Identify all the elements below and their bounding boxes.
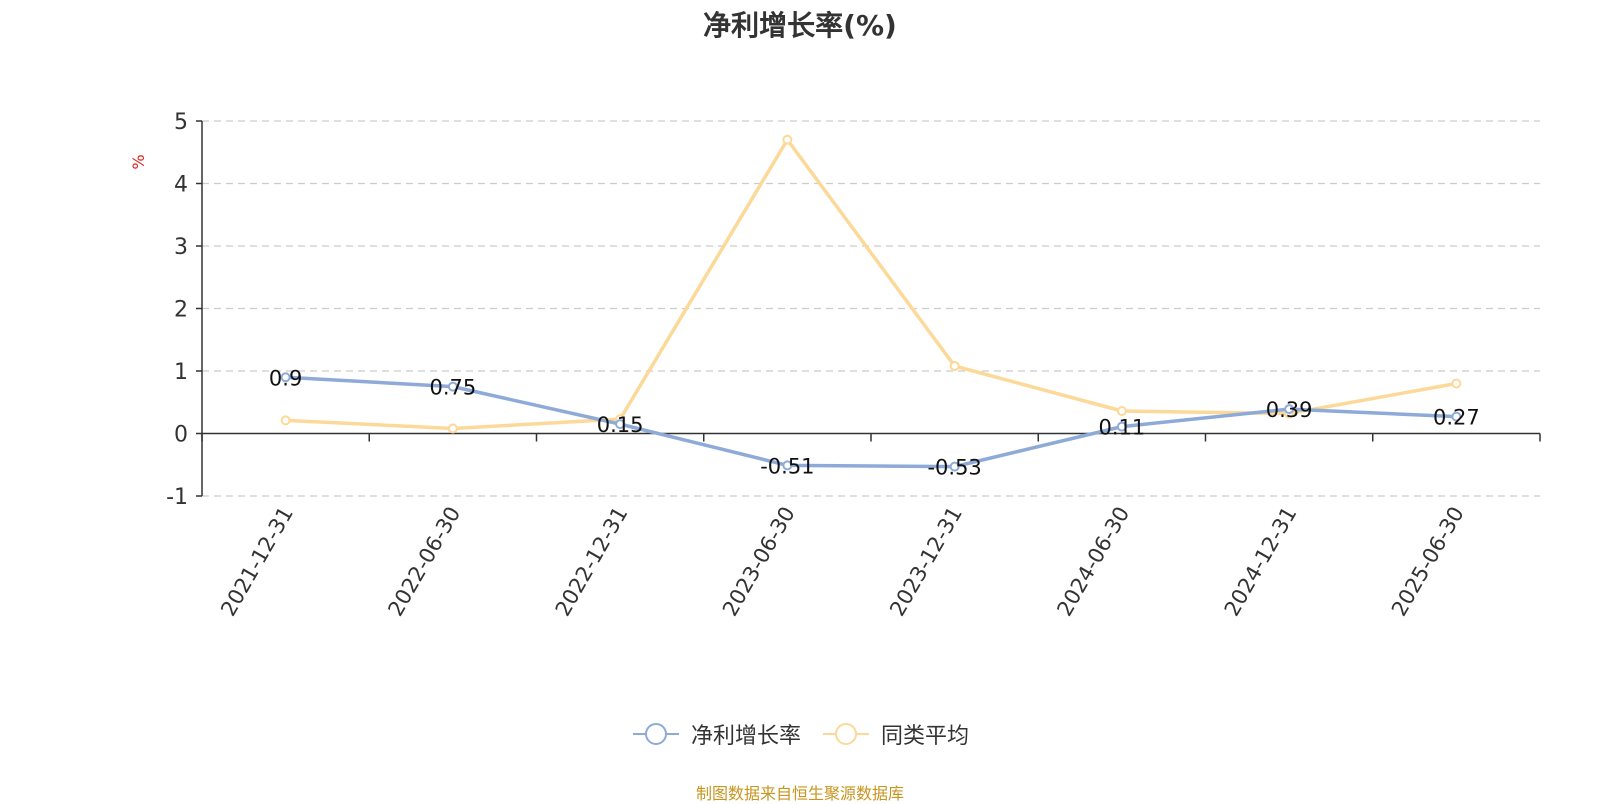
data-label: 0.75 [429, 376, 476, 400]
y-tick-label: 2 [174, 298, 188, 323]
data-point [1116, 406, 1127, 416]
y-tick-label: 5 [174, 110, 188, 135]
data-point [1451, 378, 1462, 389]
y-tick-label: 4 [174, 173, 188, 198]
line-chart: -1 0 1 2 3 4 5 2021-12-31 2022-06-30 2022-12-31 20… [129, 110, 1541, 621]
x-tick-label: 2024-12-31 [1220, 503, 1302, 621]
data-label: 0.39 [1266, 398, 1313, 422]
y-tick-label: 3 [174, 235, 188, 260]
y-tick-label: -1 [166, 485, 188, 510]
legend-label: 净利增长率 [690, 724, 801, 749]
data-point [949, 361, 960, 371]
axes: -1 0 1 2 3 4 5 2021-12-31 2022-06-30 2022-12-31 20… [166, 110, 1541, 621]
data-point [447, 381, 458, 392]
data-point [1451, 411, 1462, 422]
legend-swatch-marker [835, 723, 857, 745]
data-labels: 0.9 0.75 0.15 -0.51 -0.53 0.11 0.39 0.27 [269, 366, 1480, 479]
y-tick-label: 0 [174, 423, 188, 448]
chart-title: 净利增长率(%) [703, 9, 897, 42]
legend-swatch-icon [632, 723, 679, 745]
x-tick-label: 2022-12-31 [551, 503, 633, 621]
series-lines [280, 134, 1462, 472]
series-line [285, 375, 1457, 469]
data-point [615, 419, 626, 430]
data-label: -0.53 [927, 456, 981, 480]
data-point [1284, 404, 1295, 415]
legend-swatch-marker [644, 723, 667, 745]
legend-swatch-icon [823, 723, 869, 745]
x-tick-label: 2024-06-30 [1052, 503, 1134, 621]
x-tick-label: 2023-06-30 [718, 503, 800, 621]
data-label: 0.11 [1098, 416, 1145, 440]
x-tick-label: 2021-12-31 [216, 503, 298, 621]
data-point [782, 460, 793, 471]
data-point [949, 461, 960, 472]
data-point [447, 423, 458, 434]
data-point [1116, 421, 1127, 432]
data-point [280, 415, 291, 426]
data-label: 0.15 [597, 413, 644, 437]
x-tick-label: 2022-06-30 [383, 503, 465, 621]
data-label: 0.9 [269, 366, 302, 390]
source-note: 制图数据来自恒生聚源数据库 [695, 784, 904, 803]
data-label: 0.27 [1433, 406, 1480, 430]
data-label: -0.51 [760, 454, 814, 478]
x-tick-label: 2023-12-31 [885, 503, 967, 621]
y-axis-label: % [129, 154, 148, 169]
y-tick-label: 1 [174, 360, 188, 385]
legend: 净利增长率 同类平均 [0, 718, 1600, 750]
legend-item[interactable]: 同类平均 [821, 718, 969, 750]
data-point [280, 372, 291, 383]
grid-lines [202, 120, 1540, 497]
legend-label: 同类平均 [881, 724, 970, 749]
x-tick-label: 2025-06-30 [1387, 503, 1469, 621]
legend-item[interactable]: 净利增长率 [631, 718, 801, 750]
data-point [782, 134, 793, 145]
